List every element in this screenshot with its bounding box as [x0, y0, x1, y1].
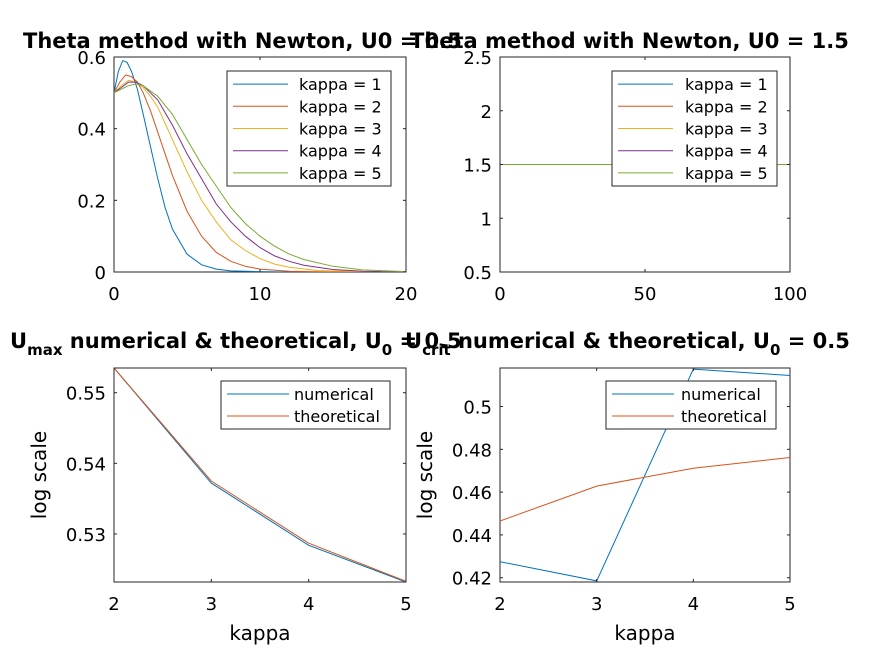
panel-kappa-profiles-u0-0-5: Theta method with Newton, U0 = 0.5 0 10 20…: [23, 29, 462, 305]
y-tick-label: 0: [95, 263, 106, 284]
y-tick-label: 0.53: [66, 525, 106, 546]
legend-label: kappa = 5: [299, 164, 382, 183]
panel-4-title-rest: numerical & theoretical, U: [451, 329, 770, 353]
panel-4-lines: [500, 368, 790, 582]
legend-box: [226, 70, 392, 187]
legend-label: kappa = 4: [299, 142, 382, 161]
x-tick-label: 4: [303, 594, 314, 615]
x-tick-label: 2: [108, 594, 119, 615]
panel-3-title-end: = 0.5: [392, 329, 461, 353]
panel-4-title: Ucrit numerical & theoretical, U0 = 0.5: [405, 329, 850, 359]
x-tick-label: 5: [784, 594, 795, 615]
panel-4-title-sub2: 0: [770, 341, 780, 359]
series-line-2: [114, 368, 406, 582]
panel-2-ticks: 0 50 100 0.5 1 1.5 2 2.5: [463, 48, 807, 305]
x-tick-label: 50: [634, 284, 657, 305]
x-tick-label: 100: [773, 284, 807, 305]
panel-3-title-main: U: [10, 329, 27, 353]
series-line-4: [114, 81, 406, 272]
panel-1-title: Theta method with Newton, U0 = 0.5: [23, 29, 462, 53]
y-tick-label: 0.4: [77, 120, 106, 141]
panel-3-title: Umax numerical & theoretical, U0 = 0.5: [10, 329, 462, 359]
panel-3-xlabel: kappa: [229, 621, 290, 645]
panel-4-title-end: = 0.5: [780, 329, 849, 353]
y-tick-label: 1.5: [463, 156, 492, 177]
panel-3-ticks: 2 3 4 5 0.53 0.54 0.55: [66, 368, 412, 615]
x-tick-label: 3: [591, 594, 602, 615]
legend-label: numerical: [294, 385, 374, 404]
panel-3-legend: numerical theoretical: [220, 380, 391, 430]
panel-3-lines: [114, 368, 406, 582]
legend-label: kappa = 1: [299, 75, 382, 94]
series-line-2: [500, 457, 790, 522]
x-tick-label: 3: [206, 594, 217, 615]
panel-4-ylabel: log scale: [413, 431, 437, 519]
legend-label: kappa = 3: [299, 120, 382, 139]
legend-box: [605, 380, 777, 430]
panel-4-ticks: 2 3 4 5 0.42 0.44 0.46 0.48 0.5: [452, 368, 796, 615]
panel-kappa-profiles-u0-1-5: Theta method with Newton, U0 = 1.5 0 50 10…: [410, 29, 849, 305]
panel-2-title: Theta method with Newton, U0 = 1.5: [410, 29, 849, 53]
y-tick-label: 2.5: [463, 48, 492, 69]
y-tick-label: 0.55: [66, 384, 106, 405]
legend-box: [220, 380, 391, 430]
legend-label: theoretical: [294, 407, 380, 426]
x-tick-label: 2: [494, 594, 505, 615]
x-tick-label: 10: [249, 284, 272, 305]
panel-3-title-sub: max: [27, 341, 63, 359]
x-tick-label: 20: [395, 284, 418, 305]
panel-4-title-main: U: [405, 329, 422, 353]
panel-4-legend: numerical theoretical: [605, 380, 777, 430]
x-tick-label: 5: [400, 594, 411, 615]
x-tick-label: 4: [688, 594, 699, 615]
panel-4-xlabel: kappa: [614, 621, 675, 645]
panel-2-legend: kappa = 1 kappa = 2 kappa = 3 kappa = 4 kapp…: [611, 70, 778, 187]
legend-label: kappa = 2: [685, 97, 768, 116]
panel-1-legend: kappa = 1 kappa = 2 kappa = 3 kappa = 4 kapp…: [226, 70, 392, 187]
x-tick-label: 0: [108, 284, 119, 305]
y-tick-label: 0.42: [452, 569, 492, 590]
x-tick-label: 0: [494, 284, 505, 305]
y-tick-label: 2: [481, 102, 492, 123]
legend-label: kappa = 4: [685, 142, 768, 161]
legend-label: kappa = 1: [685, 75, 768, 94]
y-tick-label: 0.46: [452, 483, 492, 504]
series-line-5: [114, 83, 406, 272]
y-tick-label: 0.48: [452, 440, 492, 461]
legend-label: kappa = 3: [685, 120, 768, 139]
y-tick-label: 1: [481, 209, 492, 230]
legend-label: kappa = 5: [685, 164, 768, 183]
panel-4-title-sub: crit: [422, 341, 451, 359]
panel-1-ticks: 0 10 20 0 0.2 0.4 0.6: [77, 48, 417, 305]
panel-ucrit-vs-kappa: Ucrit numerical & theoretical, U0 = 0.5 …: [405, 329, 850, 645]
y-tick-label: 0.5: [463, 263, 492, 284]
legend-label: theoretical: [681, 407, 767, 426]
y-tick-label: 0.6: [77, 48, 106, 69]
series-line-1: [114, 368, 406, 582]
panel-3-title-sub2: 0: [382, 341, 392, 359]
panel-3-title-rest: numerical & theoretical, U: [63, 329, 382, 353]
y-tick-label: 0.2: [77, 191, 106, 212]
legend-label: numerical: [681, 385, 761, 404]
legend-label: kappa = 2: [299, 97, 382, 116]
panel-3-ylabel: log scale: [27, 431, 51, 519]
y-tick-label: 0.54: [66, 454, 106, 475]
y-tick-label: 0.5: [463, 398, 492, 419]
series-line-1: [500, 368, 790, 582]
y-tick-label: 0.44: [452, 526, 492, 547]
panel-umax-vs-kappa: Umax numerical & theoretical, U0 = 0.5 2…: [10, 329, 462, 645]
